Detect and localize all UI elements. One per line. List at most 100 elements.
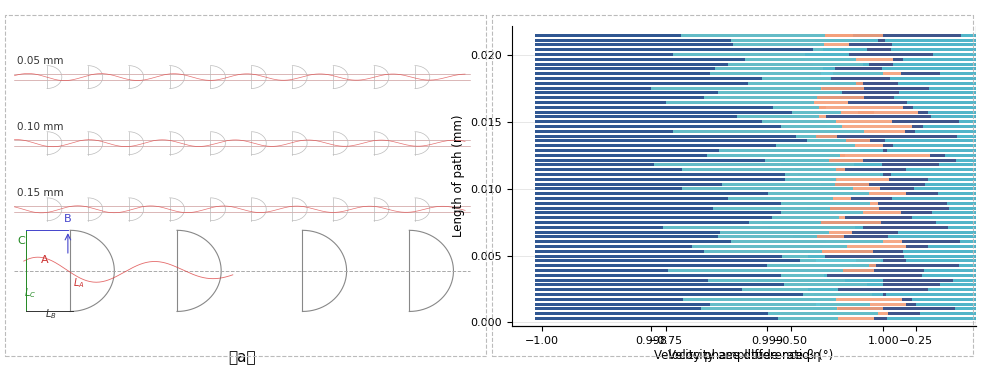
Bar: [535, 216, 772, 219]
Bar: [535, 91, 718, 95]
Bar: [707, 149, 976, 152]
Bar: [781, 312, 976, 315]
Bar: [535, 259, 883, 262]
Bar: [535, 173, 880, 176]
Bar: [535, 163, 882, 167]
Bar: [815, 39, 976, 42]
Bar: [535, 115, 819, 118]
Bar: [535, 144, 822, 147]
Bar: [905, 259, 976, 262]
Bar: [535, 279, 707, 282]
Bar: [928, 178, 976, 181]
Bar: [824, 274, 976, 277]
Bar: [781, 163, 976, 167]
Bar: [535, 77, 830, 80]
Bar: [535, 111, 792, 114]
Bar: [535, 240, 732, 243]
Bar: [849, 43, 976, 46]
Bar: [535, 34, 825, 37]
Bar: [535, 39, 731, 42]
Bar: [535, 111, 873, 114]
Bar: [931, 115, 976, 118]
Bar: [889, 178, 976, 181]
Bar: [728, 211, 976, 214]
Bar: [912, 125, 976, 128]
Bar: [683, 144, 976, 147]
Bar: [535, 77, 762, 80]
Bar: [845, 216, 976, 219]
Bar: [535, 158, 863, 162]
Bar: [555, 264, 976, 267]
Bar: [535, 82, 855, 85]
Bar: [738, 202, 976, 205]
Bar: [535, 288, 808, 291]
Bar: [630, 269, 976, 272]
Bar: [821, 48, 976, 51]
Bar: [535, 72, 820, 75]
Bar: [535, 106, 773, 109]
Bar: [535, 202, 837, 205]
Bar: [928, 245, 976, 248]
Bar: [554, 288, 976, 291]
Bar: [535, 293, 872, 296]
Bar: [535, 39, 860, 42]
Bar: [940, 283, 976, 286]
Bar: [795, 168, 976, 171]
Bar: [535, 68, 835, 70]
Bar: [956, 135, 976, 138]
Bar: [813, 96, 976, 99]
Bar: [912, 216, 976, 219]
Bar: [898, 230, 976, 234]
Bar: [693, 298, 976, 301]
Bar: [535, 111, 841, 114]
Bar: [535, 207, 713, 210]
Bar: [535, 178, 785, 181]
Text: 0.15 mm: 0.15 mm: [17, 188, 64, 198]
Bar: [535, 115, 816, 118]
Bar: [756, 279, 976, 282]
Bar: [535, 68, 822, 70]
Y-axis label: Length of path (mm): Length of path (mm): [451, 115, 465, 237]
Bar: [874, 317, 976, 320]
Bar: [535, 130, 820, 133]
Bar: [720, 48, 976, 51]
Bar: [535, 187, 844, 190]
Bar: [777, 207, 976, 210]
Bar: [857, 111, 976, 114]
Bar: [535, 183, 869, 186]
Bar: [915, 130, 976, 133]
Bar: [535, 178, 837, 181]
Bar: [922, 274, 976, 277]
Bar: [554, 230, 976, 234]
Bar: [786, 139, 976, 142]
Bar: [807, 207, 976, 210]
Bar: [535, 264, 876, 267]
Bar: [535, 58, 856, 61]
Bar: [784, 255, 976, 257]
Bar: [622, 68, 976, 70]
Bar: [535, 39, 878, 42]
Bar: [629, 279, 976, 282]
Bar: [535, 91, 841, 95]
Bar: [535, 274, 802, 277]
Bar: [940, 72, 976, 75]
Bar: [905, 302, 976, 306]
Bar: [915, 302, 976, 306]
Bar: [535, 307, 838, 311]
Bar: [615, 183, 976, 186]
Bar: [535, 283, 784, 286]
Bar: [535, 101, 813, 104]
Bar: [535, 163, 654, 167]
Bar: [535, 288, 838, 291]
Bar: [535, 250, 704, 253]
Bar: [535, 235, 817, 239]
Bar: [535, 302, 816, 306]
Bar: [535, 130, 673, 133]
Bar: [535, 312, 878, 315]
Bar: [535, 317, 778, 320]
Bar: [928, 288, 976, 291]
Bar: [890, 77, 976, 80]
Bar: [661, 245, 976, 248]
Bar: [949, 207, 976, 210]
Bar: [891, 173, 976, 176]
